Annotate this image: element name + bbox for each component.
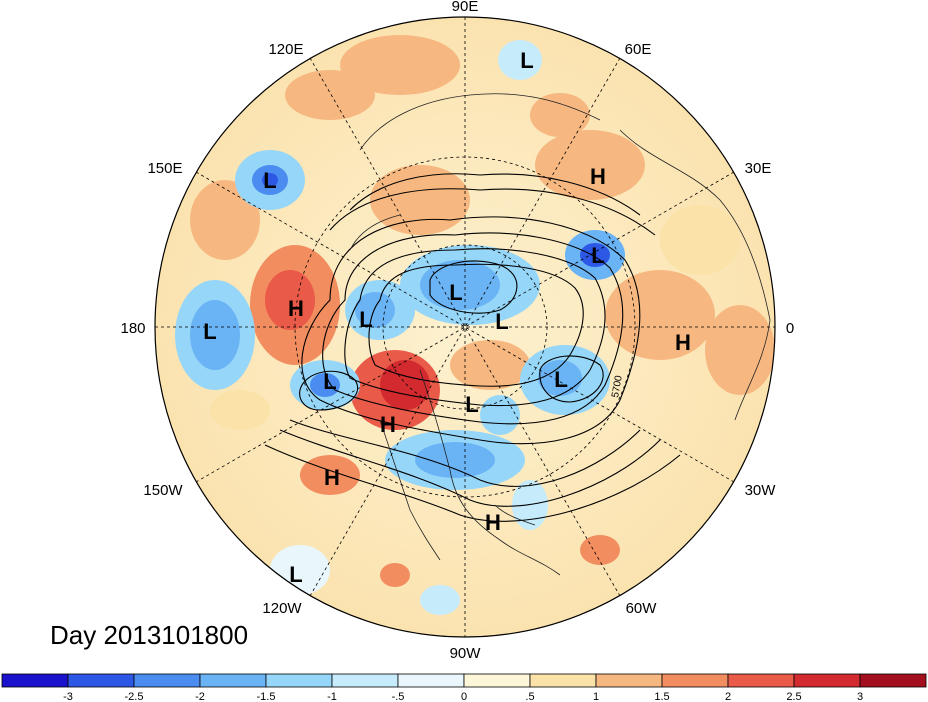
colorbar-swatch [463,673,531,688]
low-center: L [554,367,567,392]
colorbar-tick-label: 2 [725,691,731,702]
hemisphere-map: 90E 60E 30E 0 30W 60W 90W 120W 150W 180 … [120,0,794,662]
low-center: L [263,168,276,193]
graticule [155,17,775,637]
colorbar-tick-label: -3 [63,691,73,702]
low-center: L [465,392,478,417]
colorbar-tick-label: -2 [195,691,205,702]
colorbar-swatch [331,673,399,688]
low-center: L [449,280,462,305]
anomaly-shading [175,35,775,615]
contour-label: 5700 [610,374,625,398]
lon-label-120e: 120E [268,41,303,58]
colorbar-tick-label: -.5 [392,691,405,702]
lon-label-150e: 150E [147,160,182,177]
colorbar-tick-label: -2.5 [125,691,144,702]
lon-label-90e: 90E [452,0,479,15]
low-center: L [359,307,372,332]
colorbar-swatch [397,673,465,688]
colorbar-swatch [133,673,201,688]
colorbar-swatch [727,673,795,688]
lon-label-150w: 150W [143,482,183,499]
coastlines [349,93,771,576]
colorbar-swatch [265,673,333,688]
colorbar-swatch [595,673,663,688]
lon-label-30w: 30W [745,482,777,499]
map-border [154,16,776,638]
lon-label-60w: 60W [626,600,658,617]
low-center: L [323,369,336,394]
low-center: L [203,319,216,344]
colorbar-tick-label: -1.5 [257,691,276,702]
colorbar-tick-label: -1 [327,691,337,702]
low-center: L [495,309,508,334]
low-center: L [520,48,533,73]
low-center: L [289,562,302,587]
colorbar: -3 -2.5 -2 -1.5 -1 -.5 0 .5 1 1.5 2 2.5 3 [1,673,927,702]
high-center: H [590,164,606,189]
pressure-centers: L L L L L L L L L L L H H H H H H [203,48,691,587]
lon-label-0: 0 [786,320,794,337]
colorbar-swatch [859,673,927,688]
lon-label-180: 180 [120,320,145,337]
colorbar-swatch [67,673,135,688]
lon-label-120w: 120W [262,600,302,617]
colorbar-swatch [1,673,69,688]
colorbar-swatch [529,673,597,688]
lon-label-60e: 60E [625,41,652,58]
colorbar-swatch [661,673,729,688]
low-center: L [591,243,604,268]
high-center: H [380,412,396,437]
colorbar-swatch [199,673,267,688]
colorbar-tick-label: 1.5 [654,691,669,702]
colorbar-swatch [793,673,861,688]
colorbar-tick-label: 1 [593,691,599,702]
date-title: Day 2013101800 [50,620,249,650]
colorbar-tick-label: 3 [857,691,863,702]
lon-label-30e: 30E [745,160,772,177]
height-contours [264,173,681,522]
colorbar-tick-label: .5 [525,691,534,702]
high-center: H [324,465,340,490]
high-center: H [675,330,691,355]
high-center: H [288,296,304,321]
high-center: H [485,510,501,535]
colorbar-tick-label: 2.5 [786,691,801,702]
lon-label-90w: 90W [450,645,482,662]
colorbar-tick-label: 0 [461,691,467,702]
